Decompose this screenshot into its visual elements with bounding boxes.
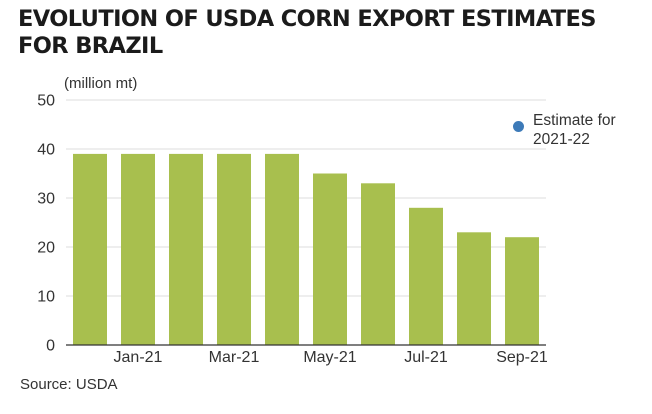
legend-label: Estimate for 2021-22 [533,111,616,149]
bar-Aug-21 [457,232,491,345]
y-tick-label: 40 [37,142,55,159]
bar-Sep-21 [505,237,539,345]
bar-Feb-21 [169,153,203,345]
y-tick-label: 0 [46,338,55,355]
bar-May-21 [313,173,347,345]
bar-Dec-20 [73,153,107,345]
bar-Apr-21 [265,153,299,345]
y-tick-label: 10 [37,289,55,306]
chart-title: EVOLUTION OF USDA CORN EXPORT ESTIMATES … [18,6,597,59]
y-tick-label: 50 [37,93,55,110]
bar-Mar-21 [217,153,251,345]
y-axis-tick-labels: 0 10 20 30 40 50 [37,93,55,355]
x-tick-label: Sep-21 [496,349,548,366]
x-tick-label: Jan-21 [114,349,163,366]
legend-label-line-2: 2021-22 [533,131,590,148]
bar-Jan-21 [121,153,155,345]
x-axis-tick-labels: Jan-21 Mar-21 May-21 Jul-21 Sep-21 [114,349,548,366]
bars [73,153,539,345]
y-tick-label: 20 [37,240,55,257]
legend-label-line-1: Estimate for [533,112,616,129]
y-tick-label: 30 [37,191,55,208]
y-axis-unit-label: (million mt) [64,75,138,92]
x-tick-label: Jul-21 [404,349,448,366]
bar-Jul-21 [409,207,443,345]
legend-marker [513,121,524,132]
x-tick-label: May-21 [303,349,356,366]
source-note: Source: USDA [20,376,118,393]
x-tick-label: Mar-21 [209,349,260,366]
bar-Jun-21 [361,183,395,345]
